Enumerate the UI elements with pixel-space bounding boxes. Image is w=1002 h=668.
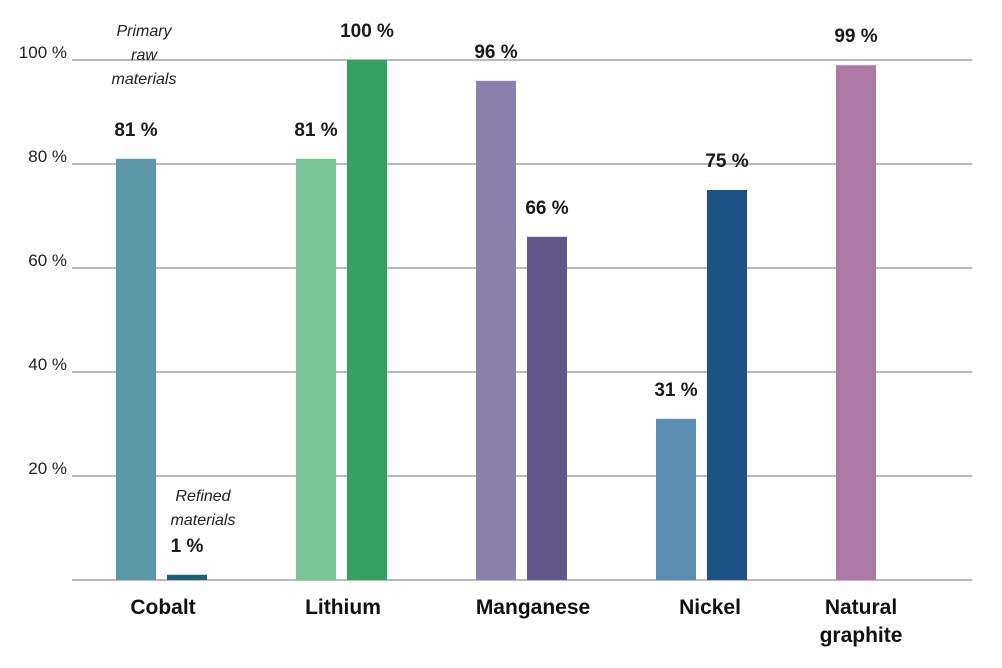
y-tick-label: 60 % [28, 251, 67, 270]
series-annotation-primary: raw [131, 47, 158, 64]
series-annotation-primary: Primary [116, 23, 172, 40]
bar-refined-manganese [527, 236, 567, 581]
bar-primary-nickel [656, 418, 696, 580]
data-label: 96 % [474, 42, 517, 63]
y-tick-label: 40 % [28, 355, 67, 374]
data-label: 31 % [654, 380, 697, 401]
y-tick-label: 20 % [28, 459, 67, 478]
category-label: Cobalt [130, 596, 195, 619]
bar-refined-lithium [347, 60, 387, 580]
bar-primary-lithium [296, 158, 336, 581]
y-tick-label: 80 % [28, 147, 67, 166]
data-label: 81 % [114, 120, 157, 141]
data-label: 81 % [294, 120, 337, 141]
bar-primary-natural-graphite [836, 65, 876, 580]
series-annotation-refined: Refined [175, 488, 231, 505]
bar-refined-cobalt [167, 574, 207, 580]
data-label: 99 % [834, 26, 877, 47]
series-annotation-refined: materials [171, 512, 236, 529]
data-label: 100 % [340, 21, 394, 42]
bar-primary-cobalt [116, 158, 156, 581]
category-label: Natural [825, 596, 897, 619]
category-label: Manganese [476, 596, 590, 619]
data-label: 66 % [525, 198, 568, 219]
bar-refined-nickel [707, 190, 747, 580]
data-label: 75 % [705, 151, 748, 172]
y-tick-label: 100 % [19, 43, 67, 62]
category-label: Lithium [305, 596, 381, 619]
bar-primary-manganese [476, 80, 516, 581]
series-annotation-primary: materials [112, 71, 177, 88]
category-label: graphite [820, 624, 903, 647]
category-label: Nickel [679, 596, 741, 619]
data-label: 1 % [171, 536, 204, 557]
